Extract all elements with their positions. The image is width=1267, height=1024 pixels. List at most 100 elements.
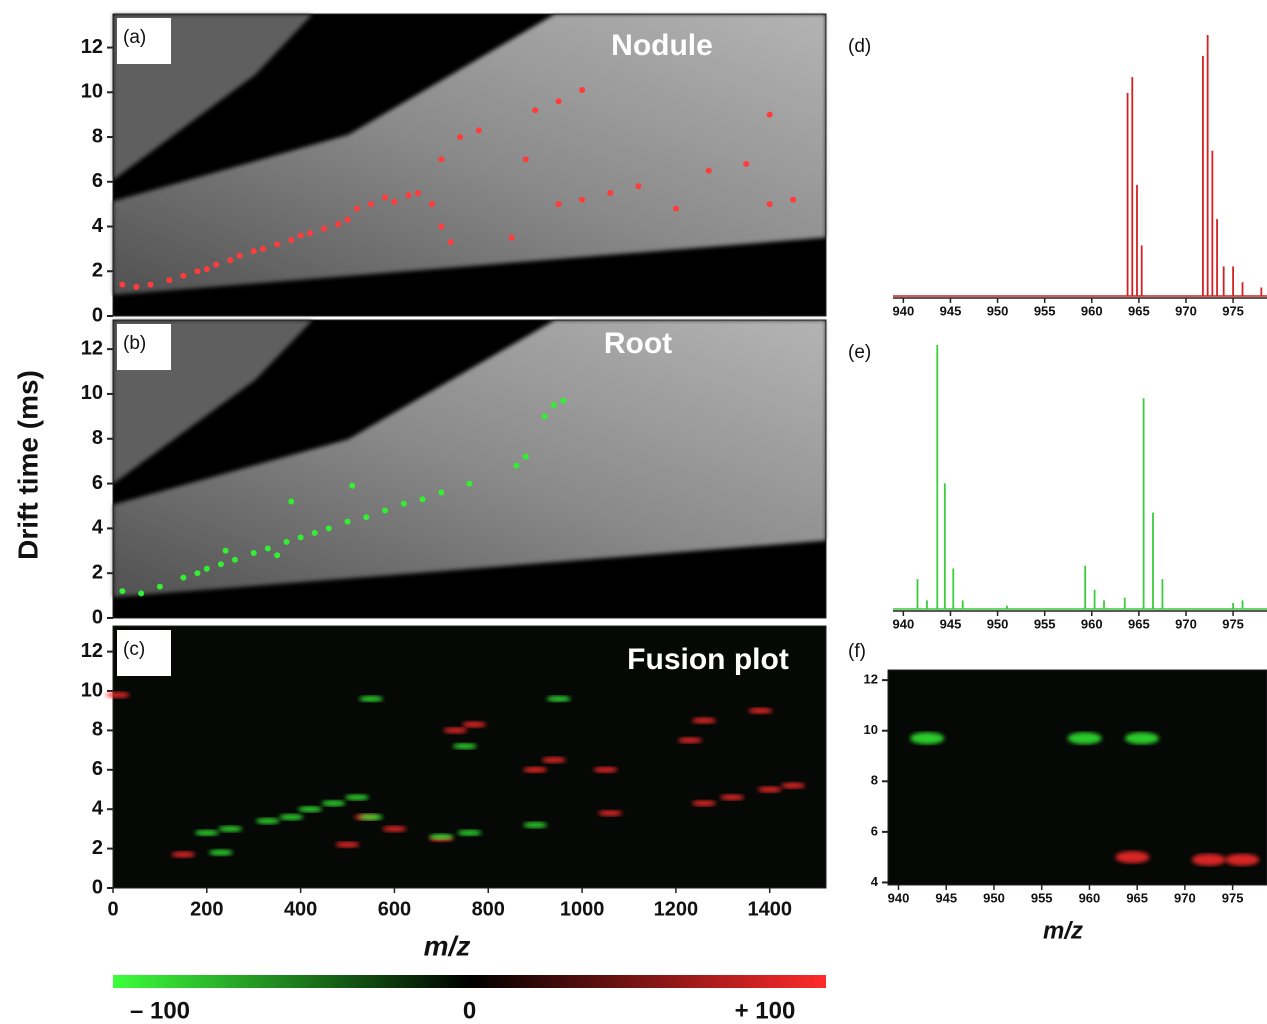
intensity-spot bbox=[279, 814, 304, 821]
data-point bbox=[522, 453, 529, 460]
x-tick-label: 960 bbox=[1081, 303, 1103, 318]
data-point bbox=[260, 245, 267, 252]
panel-label-box bbox=[117, 324, 171, 370]
data-point bbox=[264, 545, 271, 552]
intensity-spot bbox=[546, 695, 571, 702]
y-tick-label: 8 bbox=[92, 125, 103, 147]
intensity-spot bbox=[757, 786, 782, 793]
data-point bbox=[311, 529, 318, 536]
intensity-spot bbox=[171, 851, 196, 858]
plot-frame bbox=[893, 35, 1267, 298]
y-tick-label: 6 bbox=[92, 472, 103, 494]
data-point bbox=[222, 547, 229, 554]
y-tick-label: 4 bbox=[92, 797, 104, 819]
data-point bbox=[367, 201, 374, 208]
data-point bbox=[231, 556, 238, 563]
intensity-spot bbox=[335, 841, 360, 848]
plot-frame bbox=[893, 345, 1267, 611]
intensity-spot bbox=[321, 800, 346, 807]
y-tick-label: 4 bbox=[92, 215, 104, 237]
data-point bbox=[438, 223, 445, 230]
x-tick-label: 965 bbox=[1128, 303, 1150, 318]
y-tick-label: 2 bbox=[92, 561, 103, 583]
data-point bbox=[475, 127, 482, 134]
x-tick-label: 1000 bbox=[560, 898, 605, 920]
panel-label: (f) bbox=[848, 641, 866, 662]
plot-frame bbox=[112, 319, 827, 619]
y-tick-label: 12 bbox=[81, 337, 103, 359]
y-tick-label: 2 bbox=[92, 837, 103, 859]
panel-title: Nodule bbox=[611, 29, 713, 62]
x-tick-label: 955 bbox=[1031, 890, 1053, 905]
data-point bbox=[194, 268, 201, 275]
data-point bbox=[400, 500, 407, 507]
data-point bbox=[166, 277, 173, 284]
data-point bbox=[579, 87, 586, 94]
data-point bbox=[405, 192, 412, 199]
data-point bbox=[325, 525, 332, 532]
intensity-spot bbox=[218, 825, 243, 832]
intensity-spot bbox=[541, 756, 566, 763]
data-point bbox=[466, 480, 473, 487]
data-point bbox=[541, 413, 548, 420]
plot-background bbox=[113, 626, 826, 888]
x-tick-label: 970 bbox=[1174, 890, 1196, 905]
data-point bbox=[579, 196, 586, 203]
x-axis-label: m/z bbox=[1043, 917, 1083, 944]
x-tick-label: 950 bbox=[983, 890, 1005, 905]
intensity-spot bbox=[358, 695, 383, 702]
x-tick-label: 940 bbox=[893, 303, 915, 318]
data-point bbox=[635, 183, 642, 190]
data-point bbox=[438, 489, 445, 496]
data-point bbox=[607, 189, 614, 196]
x-tick-label: 940 bbox=[893, 616, 915, 631]
data-point bbox=[349, 482, 356, 489]
x-axis-label: m/z bbox=[424, 930, 471, 961]
panel-label: (b) bbox=[123, 333, 146, 354]
data-point bbox=[790, 196, 797, 203]
intensity-spot bbox=[443, 727, 468, 734]
intensity-spot bbox=[1124, 732, 1159, 745]
intensity-spot bbox=[523, 821, 548, 828]
intensity-spot bbox=[194, 829, 219, 836]
x-tick-label: 965 bbox=[1126, 890, 1148, 905]
x-tick-label: 940 bbox=[888, 890, 910, 905]
panel-label-box bbox=[117, 18, 171, 64]
colorbar-label: 0 bbox=[463, 997, 476, 1024]
panel-label: (e) bbox=[848, 342, 871, 363]
panel-title: Fusion plot bbox=[627, 643, 789, 676]
x-tick-label: 0 bbox=[107, 898, 118, 920]
data-point bbox=[344, 518, 351, 525]
panel-title: Root bbox=[604, 327, 672, 360]
y-tick-label: 8 bbox=[871, 773, 878, 788]
data-point bbox=[414, 189, 421, 196]
x-tick-label: 975 bbox=[1222, 303, 1244, 318]
x-tick-label: 950 bbox=[987, 616, 1009, 631]
data-point bbox=[194, 570, 201, 577]
x-tick-label: 965 bbox=[1128, 616, 1150, 631]
x-tick-label: 955 bbox=[1034, 303, 1056, 318]
intensity-spot bbox=[910, 732, 945, 745]
intensity-spot bbox=[781, 782, 806, 789]
colorbar-label: + 100 bbox=[735, 997, 796, 1024]
data-point bbox=[283, 538, 290, 545]
intensity-spot bbox=[720, 794, 745, 801]
intensity-spot bbox=[593, 766, 618, 773]
data-point bbox=[119, 281, 126, 288]
intensity-spot bbox=[298, 806, 323, 813]
x-tick-label: 200 bbox=[190, 898, 223, 920]
data-point bbox=[156, 583, 163, 590]
data-point bbox=[353, 205, 360, 212]
x-tick-label: 800 bbox=[472, 898, 505, 920]
x-tick-label: 975 bbox=[1222, 890, 1244, 905]
data-point bbox=[180, 574, 187, 581]
colorbar-label: – 100 bbox=[130, 997, 190, 1024]
x-tick-label: 945 bbox=[940, 616, 962, 631]
data-point bbox=[133, 283, 140, 290]
data-point bbox=[550, 402, 557, 409]
data-point bbox=[705, 167, 712, 174]
intensity-spot bbox=[255, 818, 280, 825]
x-tick-label: 970 bbox=[1175, 303, 1197, 318]
x-tick-label: 945 bbox=[940, 303, 962, 318]
intensity-spot bbox=[1115, 851, 1150, 864]
